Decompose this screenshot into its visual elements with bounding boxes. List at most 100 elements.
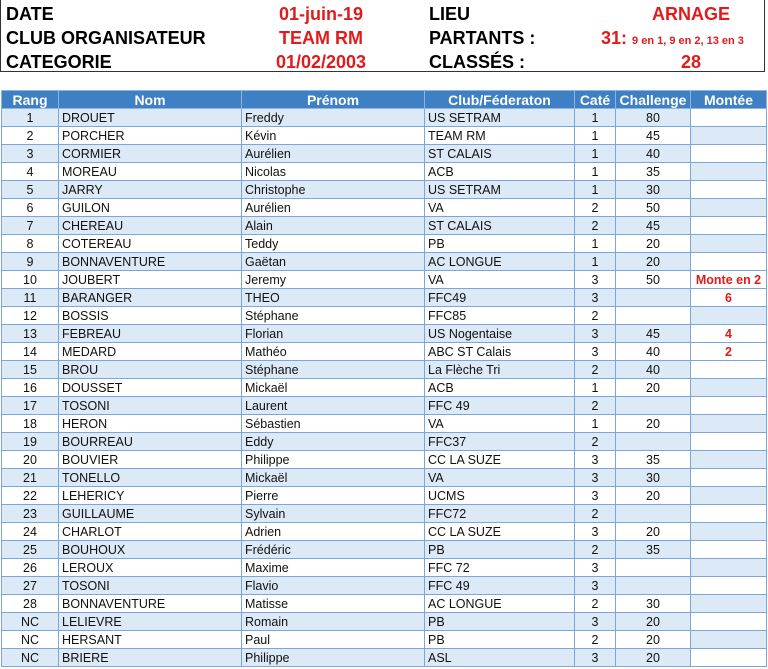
cell-nom: CHEREAU [58, 216, 242, 235]
cell-challenge [615, 558, 691, 577]
cell-montee [690, 360, 767, 379]
cell-prenom: Mickaël [241, 468, 425, 487]
cell-challenge: 40 [615, 342, 691, 361]
cell-club: ACB [424, 162, 575, 181]
cell-challenge: 40 [615, 144, 691, 163]
cell-cate: 3 [574, 486, 616, 505]
cell-challenge: 35 [615, 540, 691, 559]
cell-cate: 1 [574, 378, 616, 397]
cell-club: FFC 72 [424, 558, 575, 577]
cell-montee [690, 432, 767, 451]
cell-cate: 2 [574, 432, 616, 451]
cell-rang: 28 [1, 594, 59, 613]
cell-nom: TOSONI [58, 396, 242, 415]
cell-prenom: Aurélien [241, 198, 425, 217]
cell-cate: 2 [574, 198, 616, 217]
cell-rang: 2 [1, 126, 59, 145]
cell-prenom: Mickaël [241, 378, 425, 397]
cell-cate: 2 [574, 594, 616, 613]
table-row: 10 JOUBERT Jeremy VA 3 50 Monte en 2 [1, 270, 767, 289]
cell-nom: MOREAU [58, 162, 242, 181]
table-row: NC HERSANT Paul PB 2 20 [1, 630, 767, 649]
partants-value: 31: 9 en 1, 9 en 2, 13 en 3 [601, 28, 744, 49]
cell-challenge [615, 432, 691, 451]
cell-rang: 20 [1, 450, 59, 469]
table-row: 26 LEROUX Maxime FFC 72 3 [1, 558, 767, 577]
cell-nom: BONNAVENTURE [58, 594, 242, 613]
cell-rang: 3 [1, 144, 59, 163]
cell-prenom: Christophe [241, 180, 425, 199]
cell-club: ABC ST Calais [424, 342, 575, 361]
cell-cate: 1 [574, 126, 616, 145]
table-row: 14 MEDARD Mathéo ABC ST Calais 3 40 2 [1, 342, 767, 361]
table-row: 24 CHARLOT Adrien CC LA SUZE 3 20 [1, 522, 767, 541]
cell-club: PB [424, 630, 575, 649]
cell-cate: 3 [574, 450, 616, 469]
cell-challenge: 20 [615, 648, 691, 667]
cell-club: PB [424, 540, 575, 559]
cell-rang: 17 [1, 396, 59, 415]
cell-club: US SETRAM [424, 108, 575, 127]
cell-nom: BROU [58, 360, 242, 379]
cell-rang: 18 [1, 414, 59, 433]
cell-montee [690, 306, 767, 325]
cell-nom: LEHERICY [58, 486, 242, 505]
lieu-value: ARNAGE [651, 4, 730, 24]
cell-montee [690, 486, 767, 505]
cell-montee [690, 144, 767, 163]
table-row: 25 BOUHOUX Frédéric PB 2 35 [1, 540, 767, 559]
cell-rang: 5 [1, 180, 59, 199]
cell-montee [690, 612, 767, 631]
column-header-prenom: Prénom [241, 90, 425, 109]
cell-cate: 1 [574, 108, 616, 127]
cell-challenge: 20 [615, 414, 691, 433]
cell-montee [690, 414, 767, 433]
table-row: 13 FEBREAU Florian US Nogentaise 3 45 4 [1, 324, 767, 343]
cell-rang: 12 [1, 306, 59, 325]
cell-nom: CORMIER [58, 144, 242, 163]
cell-nom: MEDARD [58, 342, 242, 361]
cell-montee [690, 576, 767, 595]
column-header-cate: Caté [574, 90, 616, 109]
cell-cate: 3 [574, 612, 616, 631]
cell-montee [690, 540, 767, 559]
cell-rang: 9 [1, 252, 59, 271]
cell-rang: 19 [1, 432, 59, 451]
table-row: 4 MOREAU Nicolas ACB 1 35 [1, 162, 767, 181]
table-row: 18 HERON Sébastien VA 1 20 [1, 414, 767, 433]
table-row: 12 BOSSIS Stéphane FFC85 2 [1, 306, 767, 325]
cell-cate: 3 [574, 648, 616, 667]
cell-prenom: Frédéric [241, 540, 425, 559]
cell-cate: 2 [574, 306, 616, 325]
cell-club: US Nogentaise [424, 324, 575, 343]
cell-challenge: 30 [615, 594, 691, 613]
cell-challenge: 20 [615, 630, 691, 649]
cell-montee: 2 [690, 342, 767, 361]
cell-club: UCMS [424, 486, 575, 505]
cell-cate: 3 [574, 288, 616, 307]
cell-montee [690, 252, 767, 271]
cell-rang: 4 [1, 162, 59, 181]
cell-cate: 2 [574, 504, 616, 523]
cell-prenom: Mathéo [241, 342, 425, 361]
cell-challenge: 30 [615, 180, 691, 199]
cell-prenom: Adrien [241, 522, 425, 541]
cell-rang: 8 [1, 234, 59, 253]
cell-cate: 1 [574, 180, 616, 199]
cell-rang: 25 [1, 540, 59, 559]
cell-nom: BOURREAU [58, 432, 242, 451]
cell-montee [690, 180, 767, 199]
cell-montee: 4 [690, 324, 767, 343]
cell-nom: HERSANT [58, 630, 242, 649]
table-row: 6 GUILON Aurélien VA 2 50 [1, 198, 767, 217]
cell-club: ASL [424, 648, 575, 667]
cell-prenom: Paul [241, 630, 425, 649]
cell-challenge: 40 [615, 360, 691, 379]
table-row: 9 BONNAVENTURE Gaëtan AC LONGUE 1 20 [1, 252, 767, 271]
cell-prenom: Stéphane [241, 360, 425, 379]
table-row: 22 LEHERICY Pierre UCMS 3 20 [1, 486, 767, 505]
cell-cate: 3 [574, 558, 616, 577]
table-row: 27 TOSONI Flavio FFC 49 3 [1, 576, 767, 595]
cell-nom: LEROUX [58, 558, 242, 577]
cell-rang: 26 [1, 558, 59, 577]
